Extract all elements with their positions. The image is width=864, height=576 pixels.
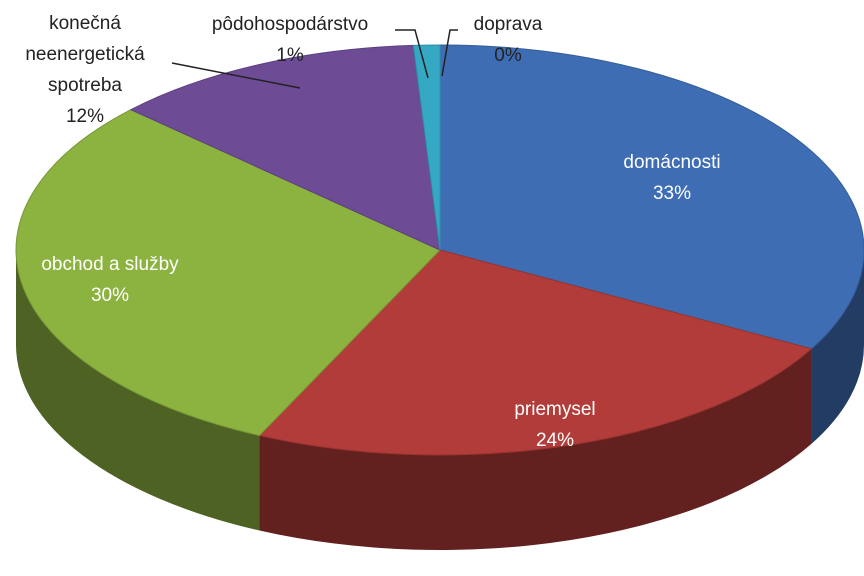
slice-label: doprava 0% [474,9,543,71]
pie-slice [258,249,813,456]
category-label: doprava [473,14,543,35]
pie-slice [439,44,864,350]
slice-side [811,250,864,444]
slice-label: domácnosti 33% [623,147,720,209]
category-label: konečná neenergetická spotreba [25,13,145,96]
slice-label: obchod a služby 30% [41,249,178,311]
slice-label: pôdohospodárstvo 1% [212,9,368,71]
slice-side [16,250,260,531]
slice-side [259,348,812,550]
pie-slice [412,44,441,251]
leader-line [171,62,301,89]
pie-slice [129,44,441,251]
value-label: 30% [90,285,130,306]
value-label: 33% [652,183,692,204]
value-label: 0% [494,45,522,66]
value-label: 24% [535,430,575,451]
pie-slice [15,109,441,437]
leader-line [441,29,458,77]
category-label: domácnosti [623,152,721,173]
slice-label: priemysel 24% [514,394,595,456]
value-label: 12% [65,106,105,127]
value-label: 1% [276,45,304,66]
slice-label: konečná neenergetická spotreba 12% [0,8,170,132]
leader-line [395,29,429,79]
category-label: obchod a služby [41,254,179,275]
category-label: priemysel [514,399,596,420]
category-label: pôdohospodárstvo [211,14,369,35]
